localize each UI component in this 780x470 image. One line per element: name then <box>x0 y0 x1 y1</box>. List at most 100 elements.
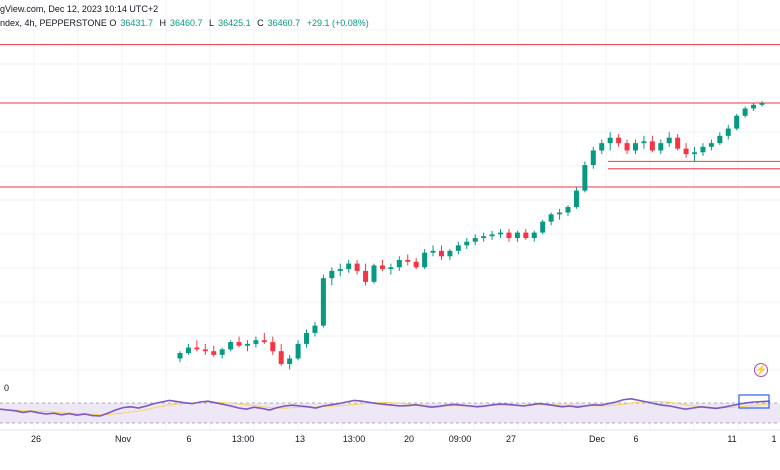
candle-body <box>751 104 757 109</box>
candle-body <box>472 238 478 242</box>
candle-body <box>607 137 613 144</box>
symbol-label: ndex, 4h, PEPPERSTONE <box>0 18 107 28</box>
high-value: 36460.7 <box>169 18 203 28</box>
candle-body <box>379 265 385 270</box>
candle-body <box>675 137 681 149</box>
candle-body <box>278 351 284 364</box>
candle-body <box>725 128 731 136</box>
ohlc-legend: ndex, 4h, PEPPERSTONE O 36431.7 H 36460.7 … <box>0 18 369 28</box>
candle-body <box>573 190 579 208</box>
x-axis-label: 27 <box>505 434 517 444</box>
x-axis-label: 26 <box>30 434 42 444</box>
candle-body <box>641 141 647 144</box>
candle-body <box>219 349 225 355</box>
chart-header: gView.com, Dec 12, 2023 10:14 UTC+2 ndex… <box>0 0 780 32</box>
x-axis-label: 20 <box>403 434 415 444</box>
low-key: L <box>209 18 215 28</box>
candle-body <box>438 250 444 257</box>
candle-body <box>413 261 419 268</box>
candle-body <box>624 143 630 151</box>
x-axis-label: 6 <box>633 434 639 444</box>
candle-body <box>590 150 596 166</box>
open-value: 36431.7 <box>120 18 153 28</box>
candle-body <box>346 263 352 270</box>
candle-body <box>557 212 563 215</box>
change-value: +29.1 (+0.08%) <box>306 18 369 28</box>
candle-body <box>531 232 537 239</box>
candle-body <box>253 340 259 344</box>
candle-body <box>236 342 242 346</box>
x-axis-label: Nov <box>114 434 132 444</box>
x-axis-label: 1 <box>771 434 777 444</box>
x-axis-label: 11 <box>727 434 737 444</box>
candle-body <box>666 137 672 144</box>
candle-body <box>717 135 723 144</box>
candle-body <box>742 108 748 116</box>
candle-body <box>658 143 664 151</box>
open-key: O <box>109 18 117 28</box>
candle-body <box>523 232 529 239</box>
candle-body <box>363 270 369 282</box>
candle-body <box>455 245 461 251</box>
x-axis-label: 13:00 <box>231 434 255 444</box>
x-axis-label: 09:00 <box>448 434 472 444</box>
candle-body <box>649 141 655 151</box>
x-axis-label: 6 <box>186 434 192 444</box>
candle-body <box>700 146 706 153</box>
candle-body <box>422 252 428 268</box>
candle-body <box>228 342 234 350</box>
close-key: C <box>257 18 264 28</box>
candle-body <box>565 207 571 213</box>
low-value: 36425.1 <box>218 18 251 28</box>
candle-body <box>177 353 183 359</box>
x-axis-label: Dec <box>588 434 606 444</box>
candle-body <box>371 265 377 282</box>
candle-body <box>683 148 689 155</box>
candle-body <box>514 232 520 239</box>
candle-body <box>540 221 546 233</box>
candle-body <box>759 103 765 105</box>
rsi-line <box>0 397 771 417</box>
candle-body <box>354 263 360 271</box>
candle-body <box>506 232 512 239</box>
x-axis-label: 13 <box>294 434 306 444</box>
lightning-icon[interactable]: ⚡ <box>754 363 768 377</box>
rsi-band <box>0 403 780 423</box>
candle-body <box>447 250 453 257</box>
candle-body <box>708 143 714 147</box>
candle-body <box>489 234 495 237</box>
candle-body <box>329 270 335 279</box>
candle-body <box>202 349 208 352</box>
close-value: 36460.7 <box>267 18 301 28</box>
rsi-highlight-box <box>738 394 770 409</box>
candle-body <box>185 347 191 354</box>
candle-body <box>405 259 411 262</box>
candle-body <box>304 332 310 344</box>
candle-body <box>632 143 638 151</box>
candle-body <box>692 152 698 155</box>
candle-body <box>599 143 605 151</box>
candle-body <box>312 325 318 333</box>
candle-body <box>734 115 740 129</box>
candle-body <box>548 214 554 222</box>
candle-body <box>244 343 250 346</box>
candle-body <box>320 278 326 326</box>
candle-body <box>498 232 504 235</box>
rsi-label: 0 <box>4 383 10 393</box>
candle-body <box>464 241 470 246</box>
high-key: H <box>159 18 166 28</box>
candle-body <box>194 347 200 350</box>
candle-body <box>388 267 394 270</box>
candle-body <box>287 358 293 364</box>
ohlc-values: O 36431.7 H 36460.7 L 36425.1 C 36460.7 <box>109 18 306 28</box>
chart-title: gView.com, Dec 12, 2023 10:14 UTC+2 <box>0 4 159 14</box>
rsi-ma-line <box>0 400 771 416</box>
candle-body <box>270 342 276 352</box>
candle-body <box>582 165 588 191</box>
candle-body <box>481 236 487 239</box>
candle-body <box>616 137 622 144</box>
candle-body <box>396 259 402 268</box>
candle-body <box>337 269 343 271</box>
candle-body <box>211 351 217 355</box>
